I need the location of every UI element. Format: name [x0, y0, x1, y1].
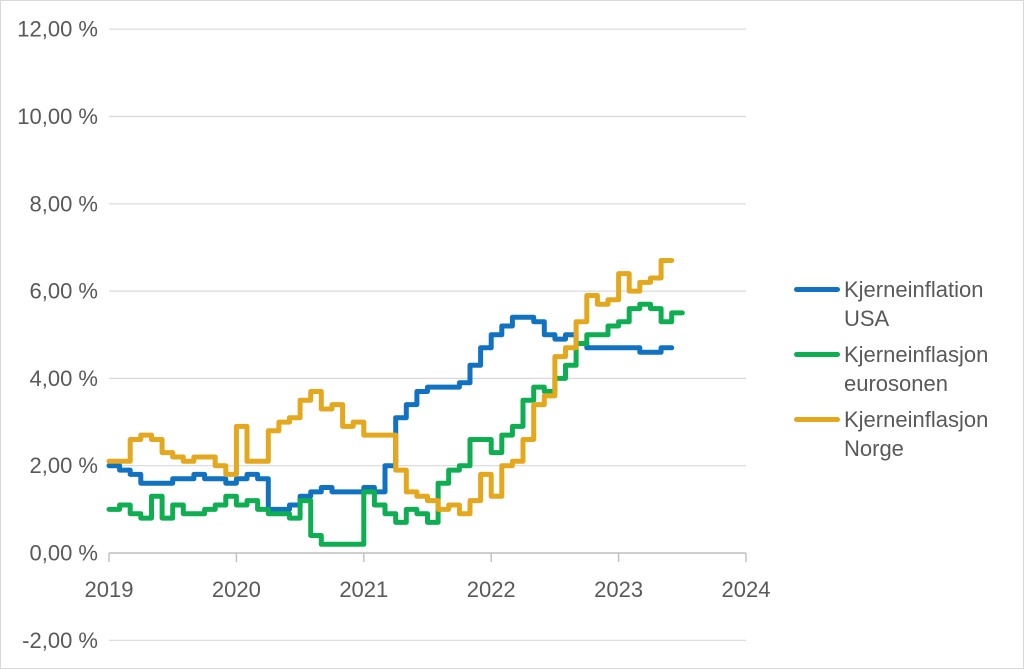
y-axis-label-4: 4,00 %: [30, 366, 99, 391]
y-axis-label-10: 10,00 %: [17, 104, 98, 129]
legend-swatch-eurozone-icon: [794, 352, 840, 357]
series-line-usa: [106, 314, 675, 512]
legend-item-norway: Kjerneinflasjon Norge: [794, 405, 1004, 463]
legend-label-usa-line1: Kjerneinflation: [844, 277, 984, 302]
y-axis-label-8: 8,00 %: [30, 191, 99, 216]
x-axis-label-2019: 2019: [85, 577, 134, 602]
legend-label-norway: Kjerneinflasjon Norge: [844, 405, 988, 463]
series-line-norway: [106, 258, 675, 517]
legend-item-eurozone: Kjerneinflasjon eurosonen: [794, 340, 1004, 398]
y-axis-label-6: 6,00 %: [30, 279, 99, 304]
legend-label-norway-line2: Norge: [844, 436, 904, 461]
y-axis-label--2: -2,00 %: [22, 628, 98, 653]
legend-item-usa: Kjerneinflation USA: [794, 275, 1004, 333]
x-axis-label-2022: 2022: [467, 577, 516, 602]
x-axis-label-2020: 2020: [212, 577, 261, 602]
x-axis-label-2023: 2023: [594, 577, 643, 602]
y-axis-label-0: 0,00 %: [30, 541, 99, 566]
x-axis-label-2024: 2024: [722, 577, 771, 602]
legend-label-usa-line2: USA: [844, 306, 890, 331]
y-axis-label-12: 12,00 %: [17, 17, 98, 42]
x-axis-label-2021: 2021: [339, 577, 388, 602]
y-axis-label-2: 2,00 %: [30, 453, 99, 478]
legend: Kjerneinflation USA Kjerneinflasjon euro…: [794, 275, 1004, 470]
legend-label-eurozone-line1: Kjerneinflasjon: [844, 342, 989, 367]
legend-label-usa: Kjerneinflation USA: [844, 275, 983, 333]
legend-swatch-norway-icon: [794, 417, 840, 422]
legend-label-eurozone: Kjerneinflasjon eurosonen: [844, 340, 988, 398]
legend-label-eurozone-line2: eurosonen: [844, 371, 948, 396]
legend-swatch-usa-icon: [794, 287, 840, 292]
series-line-eurozone: [106, 301, 685, 547]
legend-label-norway-line1: Kjerneinflasjon: [844, 407, 989, 432]
